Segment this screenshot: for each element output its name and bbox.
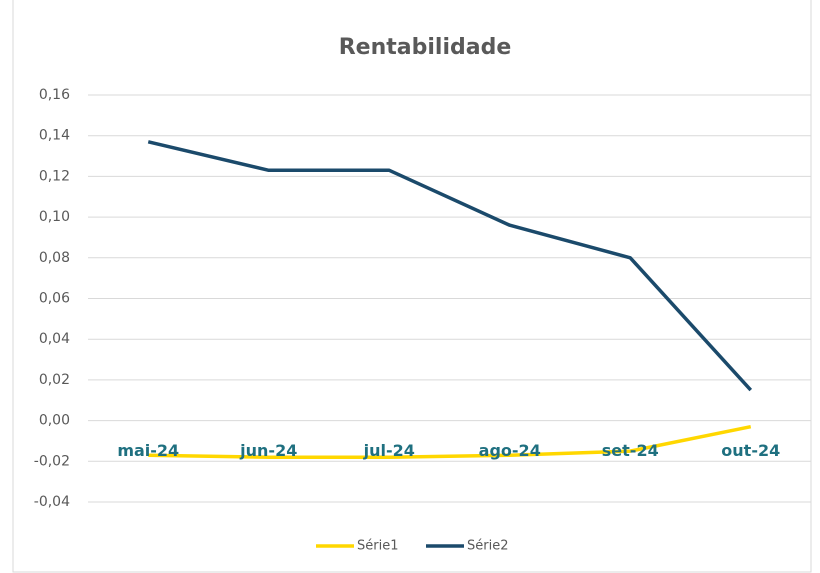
y-tick-label: -0,04 <box>34 494 70 510</box>
x-tick-label: ago-24 <box>479 441 541 460</box>
y-tick-label: -0,02 <box>34 453 70 469</box>
y-tick-label: 0,16 <box>39 87 70 103</box>
x-tick-label: set-24 <box>602 441 659 460</box>
y-tick-label: 0,12 <box>39 168 70 184</box>
line-series <box>148 424 752 459</box>
chart-frame <box>12 0 812 573</box>
x-tick-label: mai-24 <box>117 441 179 460</box>
y-tick-label: 0,06 <box>39 291 70 307</box>
x-tick-label: jun-24 <box>239 441 297 460</box>
legend-label: Série1 <box>357 539 398 554</box>
y-tick-label: 0,14 <box>39 128 70 144</box>
y-tick-label: 0,00 <box>39 413 70 429</box>
line-series <box>147 140 753 392</box>
y-tick-label: 0,08 <box>39 250 70 266</box>
y-tick-label: 0,02 <box>39 372 70 388</box>
chart-title: Rentabilidade <box>339 35 512 60</box>
x-tick-label: out-24 <box>721 441 780 460</box>
x-tick-label: jul-24 <box>363 441 415 460</box>
legend-label: Série2 <box>467 539 508 554</box>
y-tick-label: 0,10 <box>39 209 70 225</box>
y-tick-label: 0,04 <box>39 331 70 347</box>
